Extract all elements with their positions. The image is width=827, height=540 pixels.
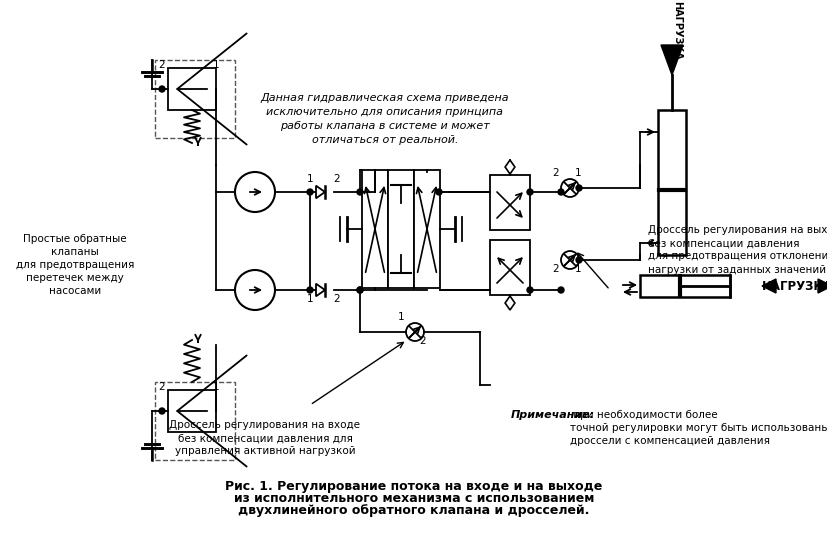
Circle shape [557,287,563,293]
Polygon shape [761,279,775,293]
Polygon shape [817,279,827,293]
Bar [490,240,529,295]
Text: Данная гидравлическая схема приведена
исключительно для описания принципа
работы: Данная гидравлическая схема приведена ис… [261,93,509,145]
Circle shape [235,270,275,310]
Text: 2: 2 [159,60,165,70]
Bar [168,68,216,110]
Polygon shape [660,45,682,75]
Polygon shape [504,296,514,310]
Circle shape [356,287,362,293]
Circle shape [526,189,533,195]
Circle shape [405,323,423,341]
Circle shape [159,408,165,414]
Text: 2: 2 [552,264,558,274]
Text: 1: 1 [213,60,219,70]
Bar [155,60,235,138]
Text: при необходимости более
точной регулировки могут быть использованы
дроссели с ко: при необходимости более точной регулиров… [569,410,827,447]
Text: Примечание:: Примечание: [510,410,595,420]
Text: 2: 2 [419,336,426,346]
Bar [361,170,388,288]
Bar [657,110,686,255]
Text: Дроссель регулирования на выходе
без компенсации давления
для предотвращения отк: Дроссель регулирования на выходе без ком… [648,225,827,275]
Text: 2: 2 [552,168,558,178]
Circle shape [557,189,563,195]
Circle shape [526,287,533,293]
Text: Рис. 1. Регулирование потока на входе и на выходе: Рис. 1. Регулирование потока на входе и … [225,480,602,493]
Text: 1: 1 [397,312,404,322]
Circle shape [576,257,581,263]
Text: НАГРУЗКА: НАГРУЗКА [672,1,681,59]
Circle shape [235,172,275,212]
Bar [414,170,439,288]
Text: 2: 2 [159,382,165,392]
Bar [388,170,414,288]
Text: 1: 1 [306,174,313,184]
Text: 1: 1 [306,294,313,304]
Circle shape [356,189,362,195]
Circle shape [436,189,442,195]
Text: 1: 1 [574,264,581,274]
Circle shape [307,287,313,293]
Text: двухлинейного обратного клапана и дросселей.: двухлинейного обратного клапана и дроссе… [238,504,589,517]
Text: Дроссель регулирования на входе
без компенсации давления для
управления активной: Дроссель регулирования на входе без комп… [170,420,360,456]
Text: Простые обратные
клапаны
для предотвращения
перетечек между
насосами: Простые обратные клапаны для предотвраще… [16,234,134,296]
Text: НАГРУЗКА: НАГРУЗКА [761,280,827,293]
Circle shape [561,179,578,197]
Text: 2: 2 [333,174,340,184]
Polygon shape [316,284,325,296]
Text: 1: 1 [574,168,581,178]
Text: 2: 2 [333,294,340,304]
Circle shape [576,185,581,191]
Circle shape [561,251,578,269]
Bar [639,275,729,297]
Bar [168,390,216,432]
Text: из исполнительного механизма с использованием: из исполнительного механизма с использов… [233,492,594,505]
Circle shape [159,86,165,92]
Bar [490,175,529,230]
Circle shape [356,287,362,293]
Polygon shape [504,160,514,174]
Polygon shape [316,186,325,198]
Bar [155,382,235,460]
Circle shape [307,189,313,195]
Text: 1: 1 [213,382,219,392]
